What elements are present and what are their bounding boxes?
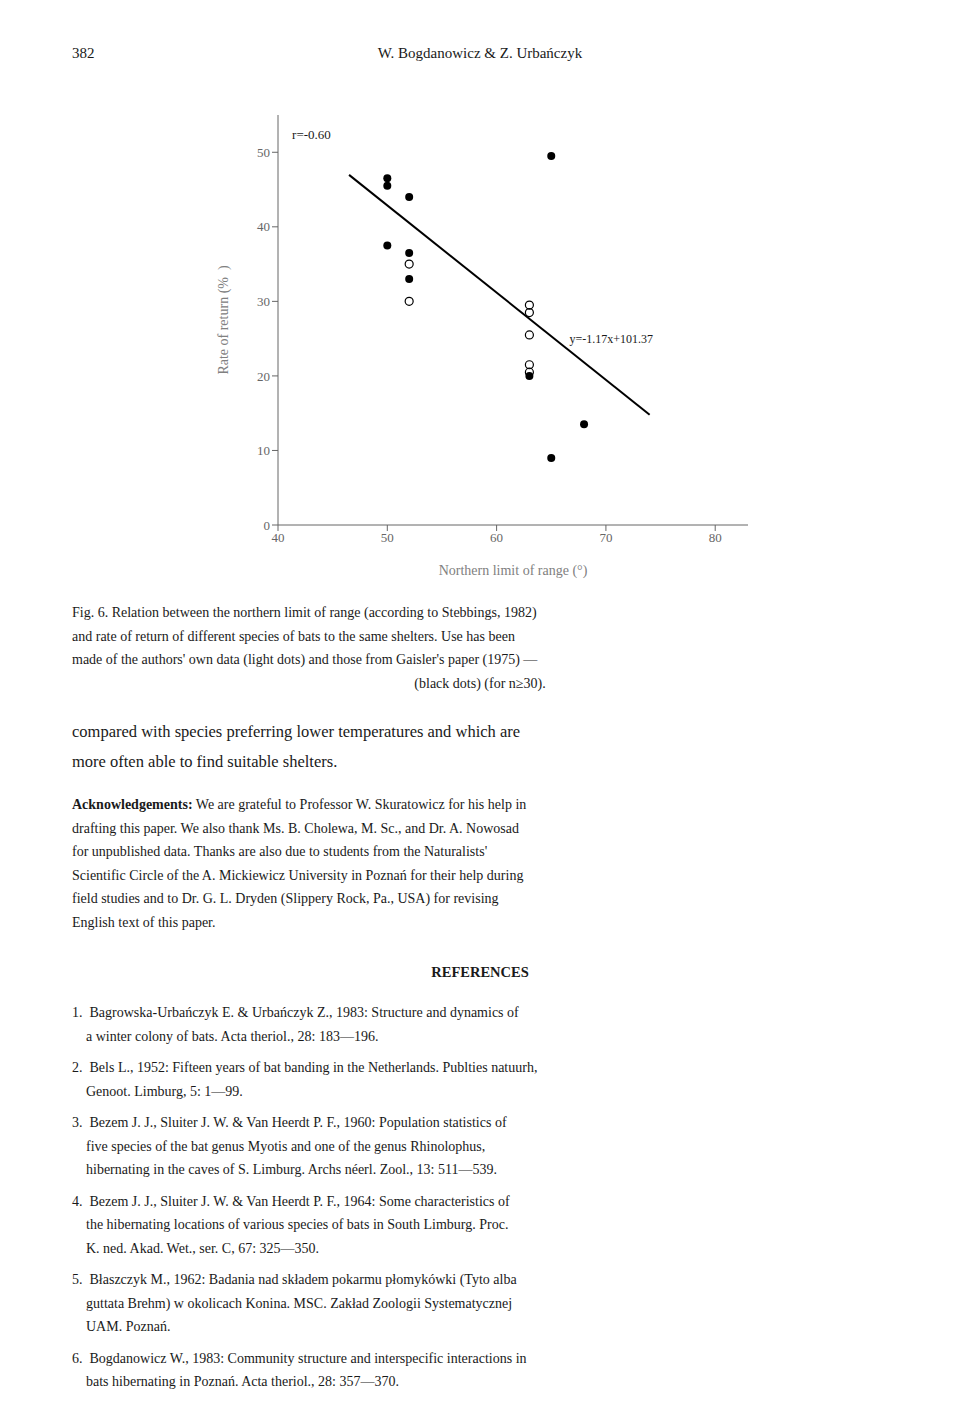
- svg-text:40: 40: [272, 530, 285, 545]
- html-text:W. Bogdanowicz & Z. Urbańczyk: W. Bogdanowicz & Z. Urbańczyk: [377, 45, 583, 61]
- html-text:3. Bezem J. J., Sluiter J. W.: 3. Bezem J. J., Sluiter J. W. & Van Heer…: [72, 1115, 507, 1130]
- html-text:guttata Brehm) w okolicach Kon: guttata Brehm) w okolicach Konina. MSC. …: [72, 1295, 513, 1311]
- svg-text:50: 50: [257, 145, 270, 160]
- svg-text:0: 0: [264, 518, 271, 533]
- html-text:for unpublished data. Thanks a: for unpublished data. Thanks are also du…: [72, 844, 488, 859]
- html-text:Fig. 6. Relation between the n: Fig. 6. Relation between the northern li…: [72, 605, 537, 620]
- html-text:hibernating in the caves of S.: hibernating in the caves of S. Limburg. …: [72, 1162, 497, 1177]
- html-text:y=-1.17x+101.37: y=-1.17x+101.37: [569, 332, 653, 347]
- svg-text:50: 50: [381, 530, 394, 545]
- html-text:drafting this paper. We also t: drafting this paper. We also thank Ms. B…: [72, 820, 519, 836]
- html-text:2. Bels L., 1952: Fifteen year: 2. Bels L., 1952: Fifteen years of bat b…: [72, 1060, 538, 1075]
- html-text:compared with species preferri: compared with species preferring lower t…: [72, 722, 521, 741]
- html-text:Acknowledgements: We are grate: Acknowledgements: We are grateful to Pro…: [72, 797, 527, 812]
- svg-text:80: 80: [709, 530, 722, 545]
- html-text:K. ned. Akad. Wet., ser. C, 67: K. ned. Akad. Wet., ser. C, 67: 325—350.: [72, 1240, 320, 1256]
- html-text:bats hibernating in Poznań. Ac: bats hibernating in Poznań. Acta theriol…: [72, 1374, 399, 1389]
- html-text:REFERENCES: REFERENCES: [431, 964, 529, 980]
- svg-text:70: 70: [599, 530, 612, 545]
- html-text:a winter colony of bats. Acta: a winter colony of bats. Acta theriol., …: [72, 1028, 379, 1044]
- svg-text:Rate of return (% ): Rate of return (% ): [216, 265, 232, 375]
- html-text:(black dots) (for n≥30).: (black dots) (for n≥30).: [414, 675, 546, 691]
- html-text:6. Bogdanowicz W., 1983: Commu: 6. Bogdanowicz W., 1983: Community struc…: [72, 1350, 527, 1366]
- html-text:five species of the bat genus: five species of the bat genus Myotis and…: [72, 1138, 486, 1154]
- html-text:field studies and to Dr. G. L.: field studies and to Dr. G. L. Dryden (S…: [72, 891, 499, 906]
- html-text:1. Bagrowska-Urbańczyk E. & Ur: 1. Bagrowska-Urbańczyk E. & Urbańczyk Z.…: [72, 1005, 519, 1020]
- html-text:r=-0.60: r=-0.60: [292, 127, 331, 143]
- html-text:Genoot. Limburg, 5: 1—99.: Genoot. Limburg, 5: 1—99.: [72, 1083, 243, 1099]
- html-text:made of the authors' own data: made of the authors' own data (light dot…: [72, 652, 538, 667]
- svg-text:60: 60: [490, 530, 503, 545]
- html-text:4. Bezem J. J., Sluiter J. W.: 4. Bezem J. J., Sluiter J. W. & Van Heer…: [72, 1193, 510, 1209]
- html-text:Scientific Circle of the A. Mi: Scientific Circle of the A. Mickiewicz U…: [72, 867, 524, 883]
- html-text:and rate of return of differen: and rate of return of different species …: [72, 628, 515, 644]
- html-text:English text of this paper.: English text of this paper.: [72, 914, 216, 930]
- svg-text:30: 30: [257, 294, 270, 309]
- svg-text:20: 20: [257, 369, 270, 384]
- html-text:UAM. Poznań.: UAM. Poznań.: [72, 1319, 171, 1334]
- svg-text:10: 10: [257, 443, 270, 458]
- html-text:382: 382: [72, 45, 95, 61]
- svg-text:40: 40: [257, 219, 270, 234]
- html-text:more often able to find suitab: more often able to find suitable shelter…: [72, 752, 338, 771]
- svg-text:Northern limit of range (°): Northern limit of range (°): [439, 563, 588, 579]
- html-text:5. Błaszczyk M., 1962: Badania: 5. Błaszczyk M., 1962: Badania nad skład…: [72, 1272, 517, 1287]
- html-text:the hibernating locations of v: the hibernating locations of various spe…: [72, 1217, 509, 1232]
